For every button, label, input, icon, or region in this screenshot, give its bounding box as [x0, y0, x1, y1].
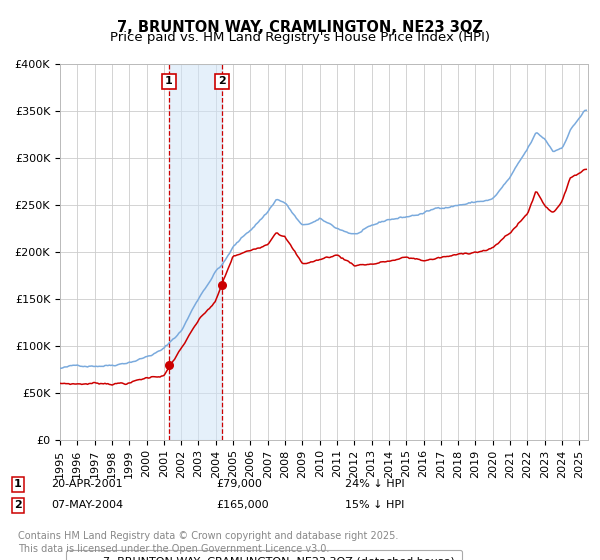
Text: Price paid vs. HM Land Registry's House Price Index (HPI): Price paid vs. HM Land Registry's House …: [110, 31, 490, 44]
Text: 1: 1: [165, 76, 173, 86]
Text: 15% ↓ HPI: 15% ↓ HPI: [345, 500, 404, 510]
Bar: [169, 64, 222, 440]
Legend: 7, BRUNTON WAY, CRAMLINGTON, NE23 3QZ (detached house), HPI: Average price, deta: 7, BRUNTON WAY, CRAMLINGTON, NE23 3QZ (d…: [65, 550, 462, 560]
Text: 07-MAY-2004: 07-MAY-2004: [51, 500, 123, 510]
Text: 2: 2: [218, 76, 226, 86]
Text: 24% ↓ HPI: 24% ↓ HPI: [345, 479, 404, 489]
Text: £165,000: £165,000: [216, 500, 269, 510]
Text: Contains HM Land Registry data © Crown copyright and database right 2025.
This d: Contains HM Land Registry data © Crown c…: [18, 531, 398, 554]
Text: £79,000: £79,000: [216, 479, 262, 489]
Text: 7, BRUNTON WAY, CRAMLINGTON, NE23 3QZ: 7, BRUNTON WAY, CRAMLINGTON, NE23 3QZ: [117, 20, 483, 35]
Text: 1: 1: [14, 479, 22, 489]
Text: 2: 2: [14, 500, 22, 510]
Text: 20-APR-2001: 20-APR-2001: [51, 479, 122, 489]
